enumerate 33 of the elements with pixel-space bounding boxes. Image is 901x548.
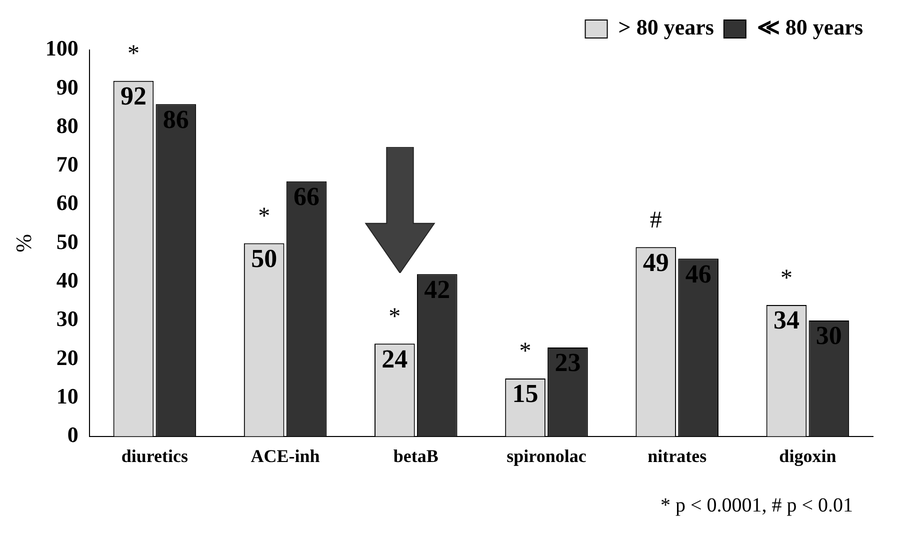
- y-axis-title: %: [10, 234, 36, 252]
- y-tick-label: 10: [56, 383, 78, 408]
- x-tick-label: digoxin: [779, 446, 836, 466]
- x-tick-label: betaB: [393, 446, 438, 466]
- y-tick-label: 30: [56, 306, 78, 332]
- legend-label: > 80 years: [618, 14, 714, 40]
- y-tick-label: 50: [56, 228, 78, 254]
- data-label: 34: [773, 306, 800, 335]
- annotation: *: [127, 41, 140, 68]
- x-tick-label: ACE-inh: [250, 446, 320, 466]
- x-tick-label: diuretics: [121, 446, 188, 466]
- y-tick-label: 100: [45, 36, 78, 61]
- data-label: 92: [120, 82, 146, 111]
- annotation: *: [519, 338, 532, 365]
- y-tick-label: 40: [56, 268, 78, 293]
- x-tick-label: spironolac: [506, 446, 586, 466]
- data-label: 15: [512, 379, 538, 408]
- annotation: #: [650, 207, 662, 234]
- legend-label: ≪ 80 years: [756, 14, 864, 40]
- data-label: 49: [642, 248, 669, 277]
- y-tick-label: 70: [56, 152, 78, 177]
- y-tick-label: 20: [56, 344, 78, 370]
- text: * p < 0.0001, # p < 0.01: [660, 494, 853, 517]
- x-tick-label: nitrates: [648, 446, 707, 466]
- y-tick-label: 60: [56, 190, 78, 216]
- y-tick-label: 90: [56, 74, 78, 100]
- annotation: *: [388, 304, 401, 330]
- annotation: *: [780, 265, 792, 292]
- annotation: *: [258, 203, 270, 230]
- data-label: 24: [382, 344, 408, 374]
- y-tick-label: 80: [56, 112, 78, 138]
- data-label: 50: [251, 244, 278, 273]
- y-tick-label: 0: [67, 422, 78, 448]
